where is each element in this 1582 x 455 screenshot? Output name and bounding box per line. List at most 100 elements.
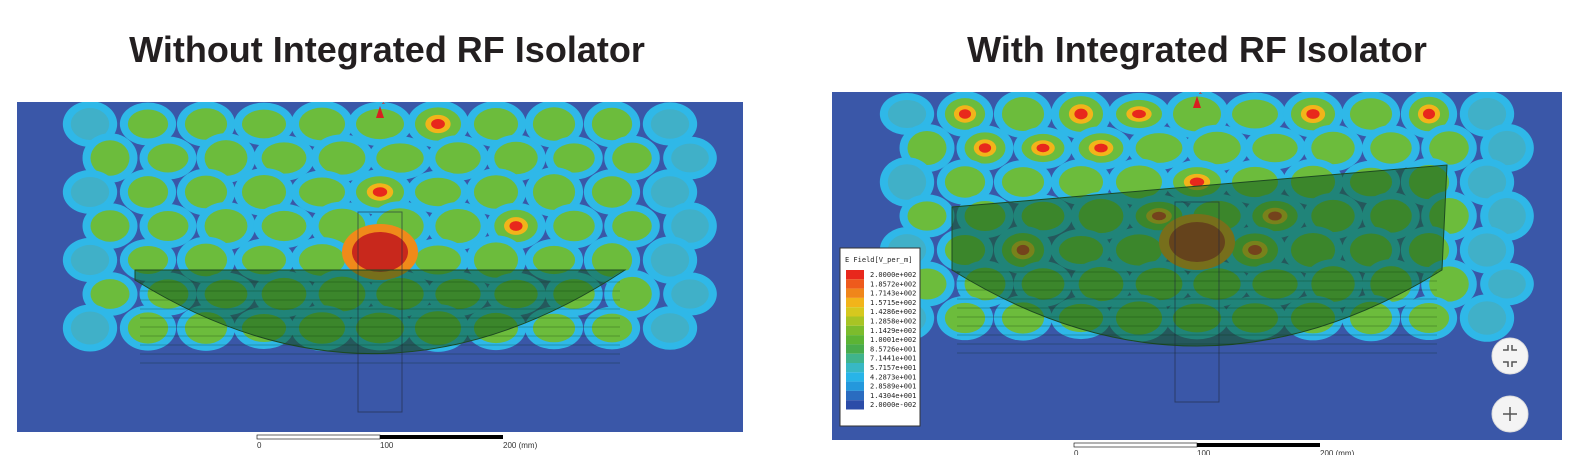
legend-label: 1.4286e+002: [870, 308, 916, 316]
scale-bar: [1197, 443, 1320, 447]
field-hot: [509, 221, 523, 231]
legend-title: E Field[V_per_m]: [845, 256, 912, 264]
scale-bar: [256, 434, 381, 440]
field-blob: [90, 210, 130, 242]
legend-label: 2.8589e+001: [870, 383, 916, 391]
legend-swatch: [846, 381, 864, 391]
legend-label: 1.0001e+002: [870, 336, 916, 344]
axis-arrow: [376, 106, 384, 118]
legend-label: 5.7157e+001: [870, 364, 916, 372]
field-blob: [532, 174, 576, 210]
field-blob: [241, 109, 287, 139]
field-blob: [1311, 131, 1355, 165]
field-blob: [70, 244, 110, 276]
field-hot: [372, 187, 388, 197]
legend-swatch: [846, 279, 864, 289]
legend-swatch: [846, 307, 864, 317]
field-hot: [1189, 177, 1205, 187]
legend-swatch: [846, 270, 864, 280]
legend-swatch: [846, 390, 864, 401]
legend-label: 8.5726e+001: [870, 345, 916, 353]
field-blob: [356, 108, 404, 140]
scale-label: 200 (mm): [1320, 449, 1355, 455]
isolator-lens: [951, 164, 1448, 347]
field-hot: [1094, 143, 1108, 153]
legend-label: 1.5715e+002: [870, 299, 916, 307]
legend-label: 1.7143e+002: [870, 290, 916, 298]
field-plot: z: [17, 102, 743, 432]
legend-label: 1.8572e+002: [870, 280, 916, 288]
field-blob: [184, 243, 228, 277]
antenna: [1174, 201, 1220, 403]
field-blob: [1058, 166, 1104, 198]
field-blob: [1349, 98, 1393, 130]
field-blob: [1488, 130, 1526, 166]
field-hot: [1306, 109, 1320, 119]
field-blob: [90, 140, 130, 176]
field-blob: [494, 141, 538, 175]
field-blob: [70, 108, 110, 140]
fit-button[interactable]: [1491, 337, 1529, 375]
field-hot: [1036, 143, 1050, 153]
antenna: [357, 211, 403, 413]
field-blob: [473, 175, 519, 209]
legend-swatch: [846, 372, 864, 382]
field-blob: [184, 108, 228, 140]
field-blob: [261, 210, 307, 242]
legend-label: 1.1429e+002: [870, 327, 916, 335]
panel-title: With Integrated RF Isolator: [967, 29, 1427, 70]
field-blob: [650, 243, 690, 277]
field-blob: [435, 142, 481, 174]
field-blob: [553, 143, 595, 173]
legend-swatch: [846, 335, 864, 345]
field-blob: [612, 276, 652, 312]
axis-arrow: [1193, 96, 1201, 108]
legend-label: 7.1441e+001: [870, 355, 916, 363]
overlay: 0 100 200 (mm) 0 100 200 (mm) E Field[V_per_m]…: [256, 247, 1355, 455]
field-blob: [612, 142, 652, 174]
scale-label: 0: [257, 441, 262, 450]
field-plot: z: [832, 89, 1562, 440]
legend-swatch: [846, 316, 864, 326]
field-blob: [944, 166, 986, 198]
field-blob: [532, 245, 576, 275]
scale-bar: [380, 435, 503, 439]
field-blob: [1370, 132, 1412, 164]
field-blob: [532, 313, 576, 343]
field-blob: [70, 177, 110, 207]
field-blob: [650, 313, 690, 343]
legend-swatch: [846, 344, 864, 354]
field-blob: [127, 312, 169, 344]
legend-swatch: [846, 353, 864, 363]
legend-label: 2.0000e-002: [870, 401, 916, 409]
field-blob: [907, 201, 947, 231]
zoom-in-button[interactable]: [1491, 395, 1529, 433]
field-hot: [958, 109, 972, 119]
field-blob: [612, 211, 652, 241]
scale-label: 0: [1074, 449, 1079, 455]
legend-label: 4.2873e+001: [870, 373, 916, 381]
field-blob: [671, 279, 709, 309]
legend-swatch: [846, 325, 864, 336]
field-blob: [204, 209, 248, 243]
field-blob: [414, 177, 462, 207]
field-blob: [473, 242, 519, 278]
axis-label: z: [1199, 89, 1203, 96]
field-blob: [1467, 165, 1507, 199]
scale-label: 200 (mm): [503, 441, 538, 450]
field-blob: [1467, 233, 1507, 267]
panel-title: Without Integrated RF Isolator: [129, 29, 645, 70]
field-blob: [591, 176, 633, 208]
field-hot: [1132, 109, 1146, 119]
field-blob: [70, 311, 110, 345]
field-blob: [298, 244, 346, 276]
field-blob: [591, 243, 633, 277]
field-blob: [887, 164, 927, 200]
scale-label: 100: [1197, 449, 1211, 455]
field-blob: [318, 141, 366, 175]
field-blob: [435, 209, 481, 243]
field-blob: [944, 302, 986, 334]
field-blob: [261, 142, 307, 174]
field-blob: [1231, 99, 1279, 129]
